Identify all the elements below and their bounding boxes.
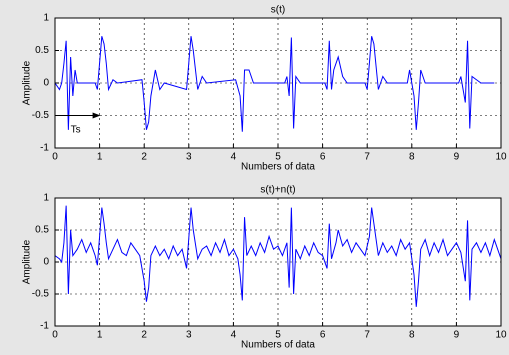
x-tick-label: 7 xyxy=(364,152,370,163)
y-tick-label: 1 xyxy=(43,13,49,24)
axes-frame xyxy=(54,17,502,149)
x-tick-label: 8 xyxy=(409,330,415,341)
y-tick-label: -0.5 xyxy=(32,110,50,121)
x-tick-label: 1 xyxy=(97,330,103,341)
x-tick-label: 1 xyxy=(97,152,103,163)
y-tick-label: 0 xyxy=(43,257,49,268)
x-tick-label: 4 xyxy=(231,330,237,341)
signal-line xyxy=(54,36,495,132)
signal-line xyxy=(54,205,502,307)
x-tick-label: 3 xyxy=(186,330,192,341)
y-tick-label: 0 xyxy=(43,78,49,89)
x-tick-label: 6 xyxy=(320,330,326,341)
chart-title: s(t)+n(t) xyxy=(260,185,295,196)
x-axis-label: Numbers of data xyxy=(241,162,315,173)
y-tick-label: -1 xyxy=(40,321,49,332)
x-tick-label: 7 xyxy=(364,330,370,341)
x-tick-label: 2 xyxy=(141,330,147,341)
x-tick-label: 0 xyxy=(52,330,58,341)
y-tick-label: -1 xyxy=(40,143,49,154)
axes-frame xyxy=(54,197,502,327)
chart-title: s(t) xyxy=(271,5,285,16)
x-tick-label: 3 xyxy=(186,152,192,163)
x-tick-label: 5 xyxy=(275,330,281,341)
x-tick-label: 8 xyxy=(409,152,415,163)
x-tick-label: 9 xyxy=(454,330,460,341)
y-tick-label: -0.5 xyxy=(32,289,50,300)
x-tick-label: 10 xyxy=(495,152,507,163)
annotation: Ts xyxy=(71,124,81,135)
y-tick-label: 0.5 xyxy=(35,45,49,56)
x-tick-label: 2 xyxy=(141,152,147,163)
x-tick-label: 5 xyxy=(275,152,281,163)
x-tick-label: 0 xyxy=(52,152,58,163)
y-tick-label: 1 xyxy=(43,193,49,204)
x-tick-label: 9 xyxy=(454,152,460,163)
x-tick-label: 10 xyxy=(495,330,507,341)
x-tick-label: 4 xyxy=(231,152,237,163)
x-axis-label: Numbers of data xyxy=(241,340,315,351)
y-axis-label: Amplitude xyxy=(22,60,33,105)
y-axis-label: Amplitude xyxy=(22,239,33,284)
y-tick-label: 0.5 xyxy=(35,225,49,236)
x-tick-label: 6 xyxy=(320,152,326,163)
